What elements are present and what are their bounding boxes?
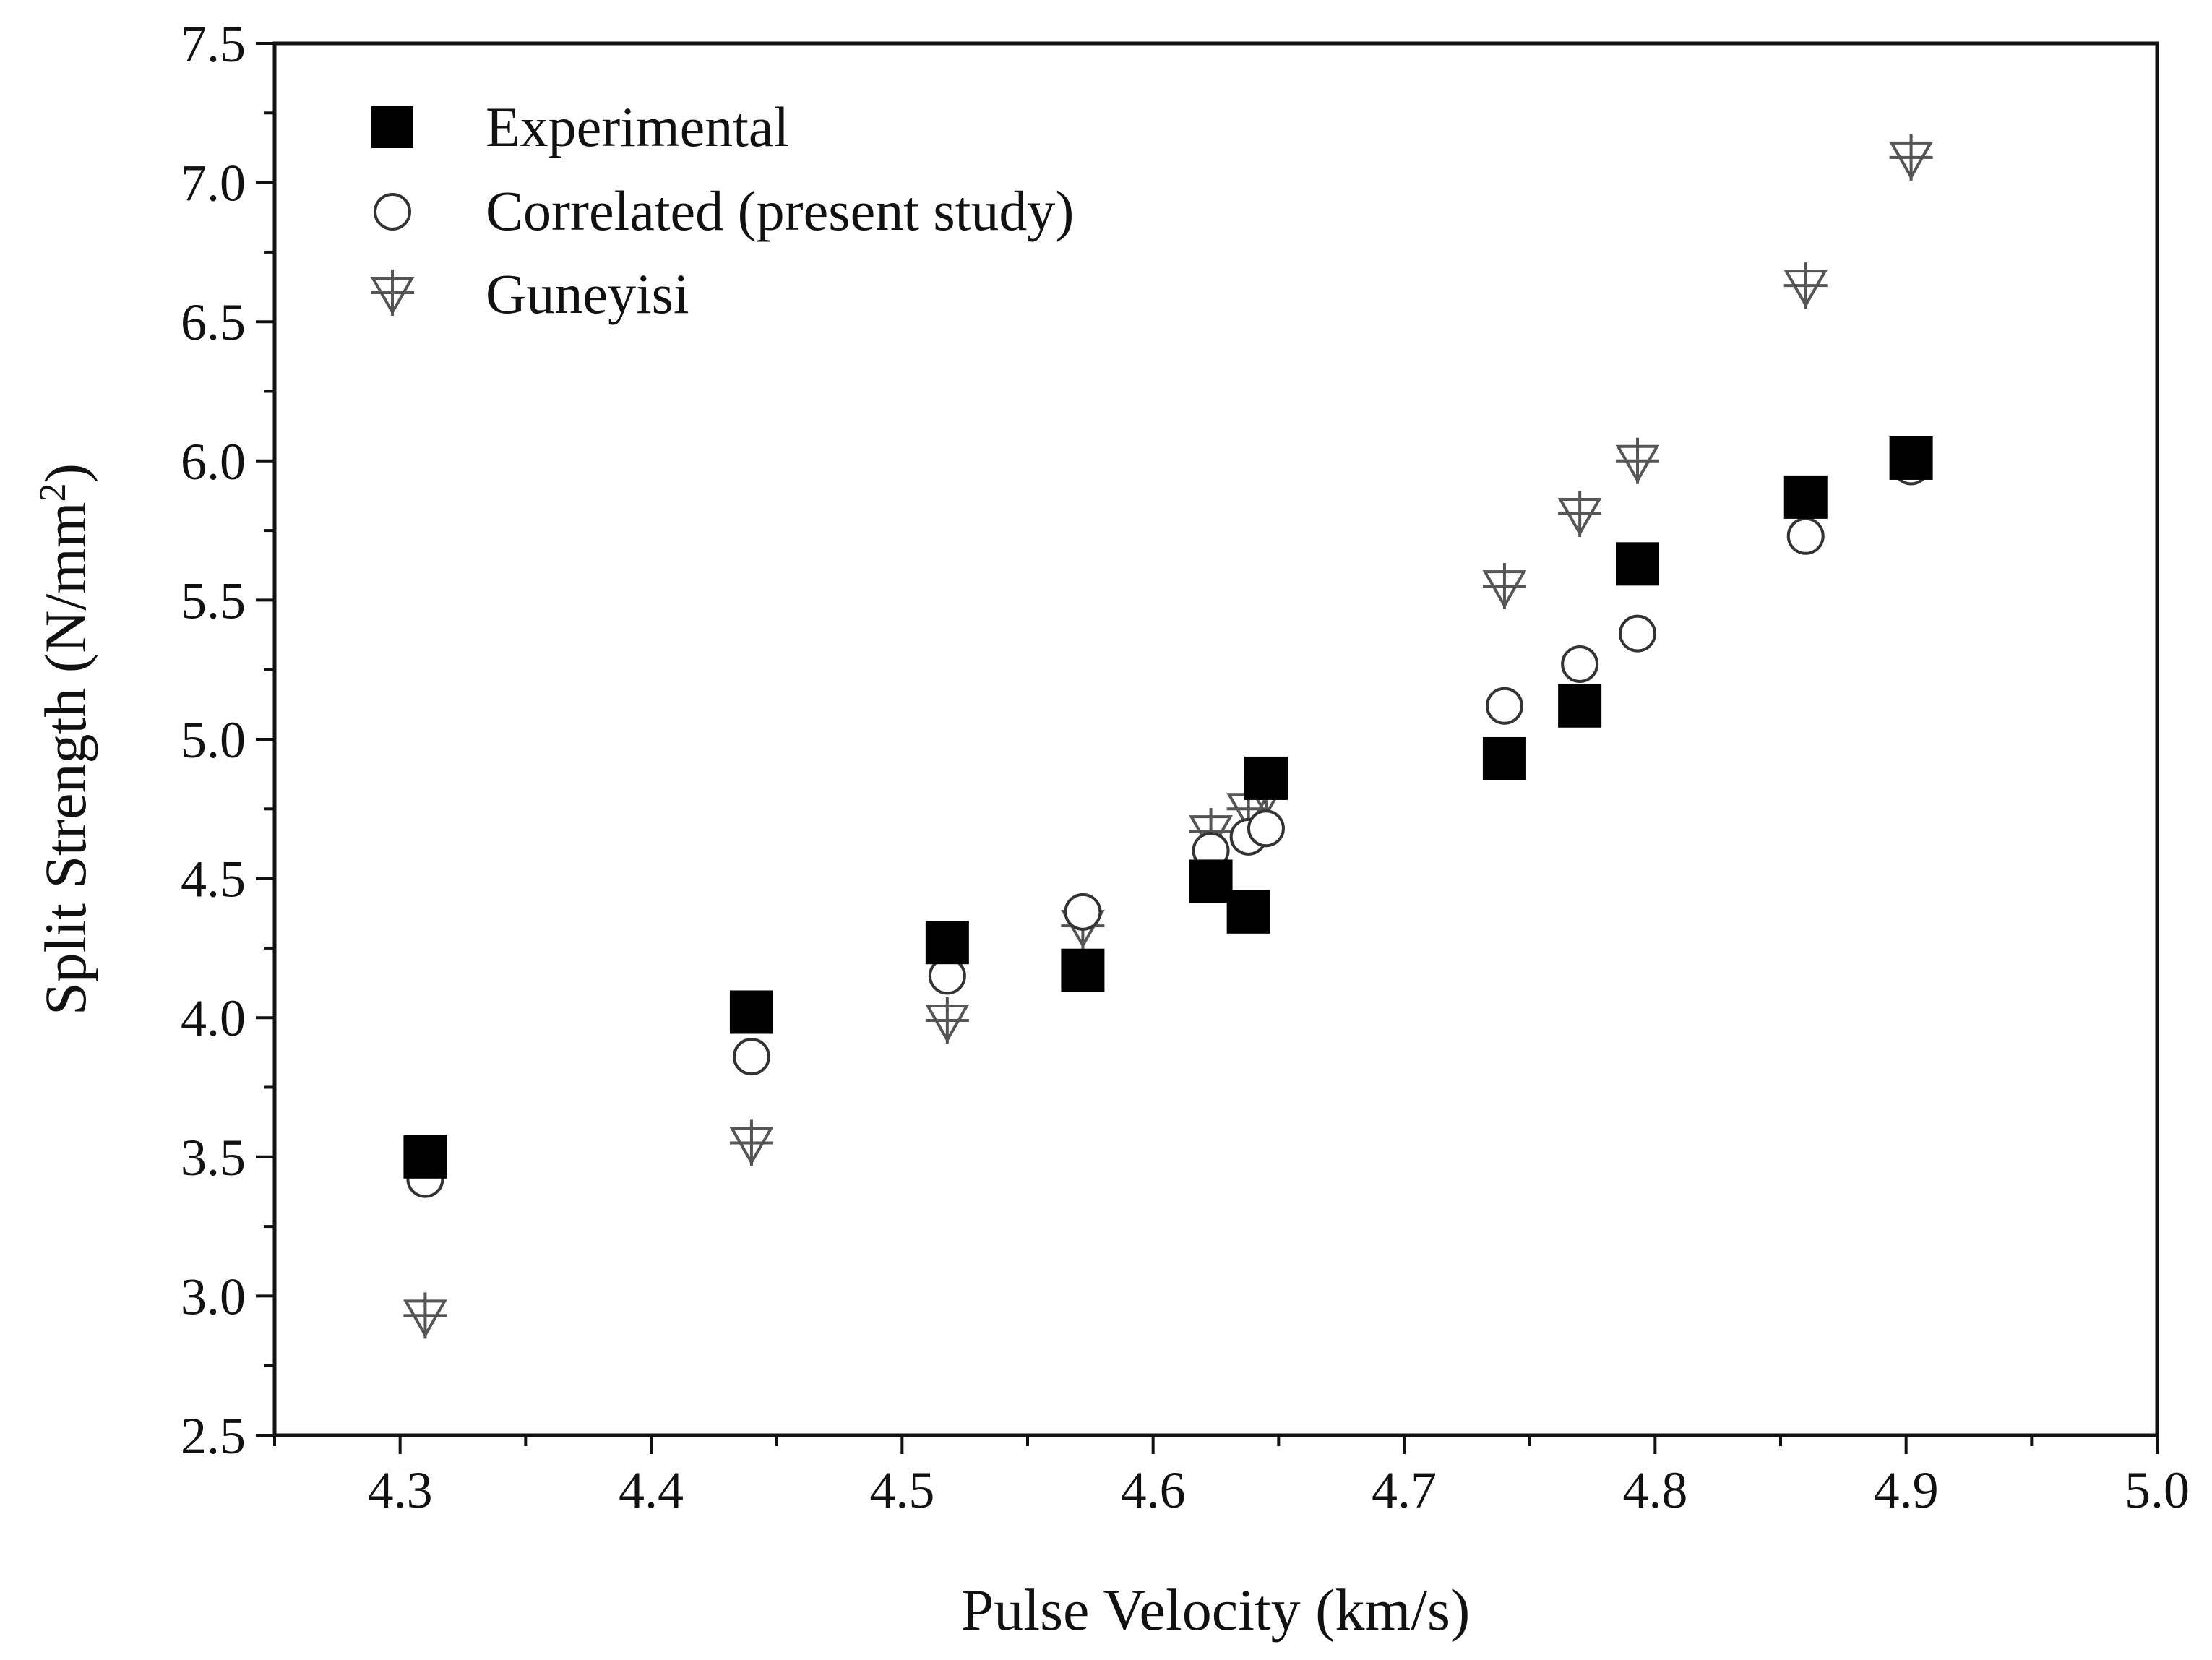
y-tick-label: 4.0 (181, 989, 246, 1047)
point-experimental (1244, 756, 1288, 800)
point-correlated (732, 1038, 770, 1076)
y-tick-label: 7.0 (181, 155, 246, 212)
point-correlated (1786, 517, 1825, 555)
y-tick-label: 2.5 (181, 1407, 246, 1465)
point-correlated (1064, 893, 1102, 931)
point-guneyisi (925, 997, 970, 1044)
point-guneyisi (403, 1292, 447, 1339)
point-experimental (403, 1135, 447, 1179)
data-points (403, 134, 1934, 1339)
x-tick-label: 4.6 (1121, 1461, 1186, 1519)
point-guneyisi (1482, 563, 1527, 610)
x-axis-ticks: 4.3 4.4 4.5 4.6 4.7 4.8 4.9 5.0 (273, 1435, 2190, 1519)
point-experimental (1616, 542, 1660, 586)
x-tick-label: 4.4 (619, 1461, 684, 1519)
point-experimental (1482, 736, 1526, 780)
y-tick-label: 5.5 (181, 572, 246, 629)
point-experimental (1889, 436, 1933, 480)
legend: Experimental Correlated (present study) … (370, 95, 1074, 325)
point-experimental (1558, 684, 1602, 728)
y-tick-label: 5.0 (181, 711, 246, 769)
x-tick-label: 4.3 (368, 1461, 433, 1519)
y-tick-label: 6.0 (181, 433, 246, 491)
y-axis-title: Split Strength (N/mm2) (33, 463, 99, 1015)
point-guneyisi (1783, 262, 1828, 309)
point-experimental (1226, 890, 1270, 934)
point-experimental (1189, 859, 1233, 903)
point-correlated (1619, 614, 1657, 653)
x-tick-label: 4.8 (1622, 1461, 1687, 1519)
point-guneyisi (1889, 134, 1934, 181)
x-tick-label: 4.5 (869, 1461, 934, 1519)
y-tick-label: 4.5 (181, 851, 246, 908)
point-experimental (925, 921, 969, 965)
legend-marker-guneyisi (370, 270, 415, 316)
y-tick-label: 3.0 (181, 1268, 246, 1325)
point-experimental (729, 990, 773, 1034)
y-tick-label: 7.5 (181, 15, 246, 73)
y-axis-title-superscript: 2 (33, 483, 74, 502)
x-tick-label: 5.0 (2125, 1461, 2190, 1519)
legend-marker-experimental (371, 106, 413, 148)
legend-label-correlated: Correlated (present study) (486, 179, 1074, 242)
point-correlated (1485, 687, 1523, 725)
x-axis-title: Pulse Velocity (km/s) (961, 1577, 1471, 1643)
legend-label-guneyisi: Guneyisi (486, 262, 689, 325)
point-correlated (1561, 645, 1599, 683)
x-tick-label: 4.7 (1372, 1461, 1437, 1519)
legend-marker-correlated (374, 193, 411, 231)
y-axis-ticks: 2.5 3.0 3.5 4.0 4.5 5.0 5.5 6.0 6.5 7.0 7.5 (181, 15, 275, 1465)
point-experimental (1783, 475, 1828, 519)
point-guneyisi (1557, 490, 1602, 537)
y-axis-title-main: Split Strength (N/mm (33, 502, 98, 1015)
y-axis-title-close: ) (33, 463, 98, 483)
point-experimental (1061, 948, 1105, 992)
y-tick-label: 3.5 (181, 1129, 246, 1187)
point-guneyisi (729, 1119, 774, 1166)
x-tick-label: 4.9 (1874, 1461, 1939, 1519)
point-guneyisi (1615, 437, 1660, 484)
point-correlated (1247, 809, 1285, 848)
y-tick-label: 6.5 (181, 293, 246, 351)
plot-frame (272, 41, 2159, 1437)
legend-label-experimental: Experimental (486, 95, 789, 158)
